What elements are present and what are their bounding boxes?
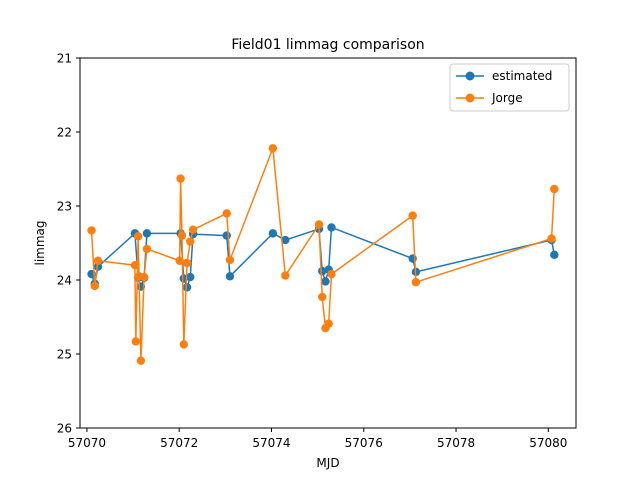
series-line-jorge <box>90 147 556 362</box>
data-point-estimated <box>186 272 195 282</box>
y-tick-label: 26 <box>57 422 72 436</box>
y-tick-label: 21 <box>57 52 72 66</box>
legend-label-estimated: estimated <box>492 69 552 83</box>
data-point-jorge <box>188 225 198 234</box>
x-tick-label: 57078 <box>437 436 475 450</box>
legend-marker-estimated <box>465 71 475 81</box>
legend-label-jorge: Jorge <box>491 91 523 105</box>
x-axis-label: MJD <box>316 456 339 470</box>
x-tick-label: 57070 <box>68 436 106 450</box>
data-point-estimated <box>318 266 327 276</box>
data-point-jorge <box>547 234 556 243</box>
data-point-jorge <box>182 258 192 268</box>
data-point-estimated <box>321 277 330 286</box>
data-point-estimated <box>281 235 290 245</box>
data-point-estimated <box>222 231 231 240</box>
data-point-jorge <box>222 209 231 218</box>
data-point-estimated <box>225 272 235 281</box>
data-point-jorge <box>175 256 184 265</box>
legend-marker-jorge <box>465 93 475 103</box>
data-point-jorge <box>324 319 333 328</box>
y-tick-label: 25 <box>57 348 72 362</box>
data-point-jorge <box>314 220 324 229</box>
x-tick-label: 57074 <box>252 436 290 450</box>
data-point-jorge <box>327 269 336 279</box>
y-tick-label: 24 <box>57 274 72 288</box>
data-point-jorge <box>139 272 149 282</box>
data-point-jorge <box>268 144 278 153</box>
data-point-jorge <box>136 356 146 365</box>
data-point-jorge <box>550 184 559 194</box>
data-point-jorge <box>133 232 143 241</box>
data-point-jorge <box>87 226 96 235</box>
y-tick-label: 22 <box>57 126 72 140</box>
data-point-estimated <box>182 283 192 292</box>
data-point-jorge <box>225 255 235 265</box>
tick-layer: 57070 57072 57074 57076 57078 57080 21 22 23 24 25… <box>57 52 568 451</box>
chart-title: Field01 limmag comparison <box>231 37 424 53</box>
plot-frame <box>79 57 577 429</box>
data-point-estimated <box>327 223 336 232</box>
data-point-jorge <box>186 237 195 246</box>
y-axis-label: limmag <box>33 220 47 265</box>
data-point-estimated <box>550 250 559 260</box>
data-point-jorge <box>176 174 185 183</box>
data-point-estimated <box>93 262 103 271</box>
data-point-estimated <box>142 229 152 238</box>
data-point-jorge <box>179 340 189 349</box>
data-point-jorge <box>93 256 103 265</box>
data-point-jorge <box>90 281 99 291</box>
data-point-jorge <box>177 231 187 240</box>
x-tick-label: 57072 <box>160 436 198 450</box>
y-tick-label: 23 <box>57 200 72 214</box>
data-point-jorge <box>131 337 141 346</box>
legend: estimated Jorge <box>449 63 570 112</box>
data-point-jorge <box>281 271 290 280</box>
data-point-jorge <box>130 261 140 270</box>
data-point-jorge <box>411 278 421 287</box>
x-tick-label: 57080 <box>529 436 567 450</box>
x-tick-label: 57076 <box>345 436 383 450</box>
data-point-jorge <box>318 292 327 302</box>
data-point-jorge <box>142 244 152 254</box>
data-point-jorge <box>408 211 417 220</box>
plot-layer <box>87 144 559 365</box>
data-point-estimated <box>268 229 278 238</box>
